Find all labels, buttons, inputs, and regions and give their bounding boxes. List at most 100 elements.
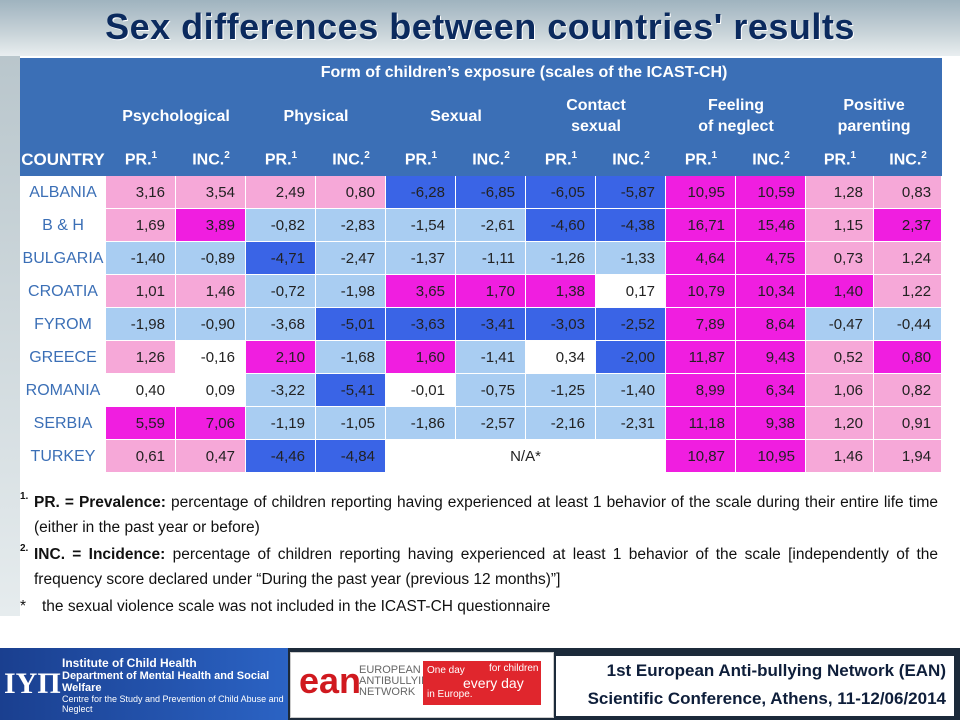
value-cell: 10,79 <box>666 275 736 308</box>
value-cell: 11,87 <box>666 341 736 374</box>
exposure-header-rest: (scales of the ICAST-CH) <box>535 64 728 81</box>
value-cell: 0,80 <box>316 176 386 209</box>
value-cell: 15,46 <box>736 209 806 242</box>
value-cell: 3,54 <box>176 176 246 209</box>
column-abbrev: INC. <box>752 151 785 169</box>
value-cell: -1,40 <box>596 374 666 407</box>
value-cell: 0,82 <box>874 374 943 407</box>
value-cell: 0,73 <box>806 242 874 275</box>
scale-header-line: Sexual <box>430 107 482 125</box>
country-column-header: COUNTRY <box>20 144 106 176</box>
country-cell: GREECE <box>20 341 106 374</box>
column-footnote-ref: 1 <box>711 150 718 162</box>
value-cell: 16,71 <box>666 209 736 242</box>
value-cell: 0,40 <box>106 374 176 407</box>
scale-header-line: sexual <box>571 118 621 135</box>
value-cell: -3,41 <box>456 308 526 341</box>
value-cell: -1,37 <box>386 242 456 275</box>
value-cell: 6,34 <box>736 374 806 407</box>
scale-header-line: of neglect <box>698 118 774 135</box>
column-footnote-ref: 1 <box>431 150 438 162</box>
country-cell: FYROM <box>20 308 106 341</box>
table-row: FYROM -1,98 -0,90 -3,68 -5,01 -3,63 -3,41 -3,03… <box>20 308 943 341</box>
value-cell: -6,05 <box>526 176 596 209</box>
scale-header-line: Psychological <box>122 107 230 125</box>
scale-header: Feeling of neglect <box>666 88 806 144</box>
value-cell: -2,00 <box>596 341 666 374</box>
footnote-term: PR. = Prevalence: <box>34 494 166 511</box>
value-cell: -1,26 <box>526 242 596 275</box>
value-cell: 10,34 <box>736 275 806 308</box>
inc-column-header: INC.2 <box>736 144 806 176</box>
value-cell: -0,72 <box>246 275 316 308</box>
footnote-text: the sexual violence scale was not includ… <box>42 598 551 615</box>
value-cell: 1,26 <box>106 341 176 374</box>
country-cell: ROMANIA <box>20 374 106 407</box>
value-cell: -1,11 <box>456 242 526 275</box>
column-abbrev: INC. <box>889 151 922 169</box>
value-cell: 3,16 <box>106 176 176 209</box>
scale-header: Positive parenting <box>806 88 943 144</box>
scale-header: Physical <box>246 88 386 144</box>
value-cell: 0,09 <box>176 374 246 407</box>
value-cell: -2,83 <box>316 209 386 242</box>
footnote-mark: * <box>20 598 27 615</box>
results-table: Form of children’s exposure (scales of t… <box>20 58 943 473</box>
footnote-text: percentage of children reporting having … <box>34 546 938 588</box>
value-cell: 9,38 <box>736 407 806 440</box>
scale-header-line: Positive <box>843 97 905 114</box>
footnote-asterisk: * the sexual violence scale was not incl… <box>20 594 938 619</box>
value-cell: -0,16 <box>176 341 246 374</box>
value-cell: -4,71 <box>246 242 316 275</box>
value-cell: -3,03 <box>526 308 596 341</box>
value-cell: -0,44 <box>874 308 943 341</box>
column-abbrev: PR. <box>404 151 432 169</box>
header-blank <box>20 88 106 144</box>
value-cell: 1,69 <box>106 209 176 242</box>
value-cell: 1,46 <box>176 275 246 308</box>
ean-tagline: One day every day for children in Europe… <box>423 661 541 705</box>
value-cell: -3,22 <box>246 374 316 407</box>
ich-department: Department of Mental Health and Social W… <box>62 670 270 694</box>
country-cell: TURKEY <box>20 440 106 473</box>
country-cell: ALBANIA <box>20 176 106 209</box>
column-abbrev: INC. <box>332 151 365 169</box>
value-cell: 11,18 <box>666 407 736 440</box>
value-cell: 3,89 <box>176 209 246 242</box>
value-cell: -1,19 <box>246 407 316 440</box>
column-footnote-ref: 1 <box>291 150 298 162</box>
value-cell: 5,59 <box>106 407 176 440</box>
value-cell: -4,46 <box>246 440 316 473</box>
country-cell: BULGARIA <box>20 242 106 275</box>
value-cell: 0,61 <box>106 440 176 473</box>
value-cell: 8,99 <box>666 374 736 407</box>
value-cell: -1,54 <box>386 209 456 242</box>
footnote-text: percentage of children reporting having … <box>34 494 938 536</box>
footnote-mark: 1. <box>20 491 29 502</box>
value-cell: -5,01 <box>316 308 386 341</box>
value-cell: 1,24 <box>874 242 943 275</box>
table-row: CROATIA 1,01 1,46 -0,72 -1,98 3,65 1,70 1,38 0,1… <box>20 275 943 308</box>
value-cell: 1,20 <box>806 407 874 440</box>
exposure-header: Form of children’s exposure (scales of t… <box>106 58 943 88</box>
value-cell: 1,70 <box>456 275 526 308</box>
ean-logo: ean <box>299 660 362 701</box>
value-cell: -0,47 <box>806 308 874 341</box>
column-footnote-ref: 1 <box>850 150 857 162</box>
value-cell: -2,61 <box>456 209 526 242</box>
value-cell: 0,34 <box>526 341 596 374</box>
value-cell: 9,43 <box>736 341 806 374</box>
pr-column-header: PR.1 <box>106 144 176 176</box>
column-abbrev: INC. <box>472 151 505 169</box>
value-cell: -0,82 <box>246 209 316 242</box>
value-cell: -2,16 <box>526 407 596 440</box>
value-cell: -3,63 <box>386 308 456 341</box>
value-cell: -1,05 <box>316 407 386 440</box>
value-cell: 10,95 <box>666 176 736 209</box>
pr-column-header: PR.1 <box>806 144 874 176</box>
inc-column-header: INC.2 <box>456 144 526 176</box>
value-cell: -1,25 <box>526 374 596 407</box>
footnote-term: INC. = Incidence: <box>34 546 166 563</box>
footnotes: 1. PR. = Prevalence: percentage of child… <box>20 490 938 619</box>
column-abbrev: PR. <box>544 151 572 169</box>
